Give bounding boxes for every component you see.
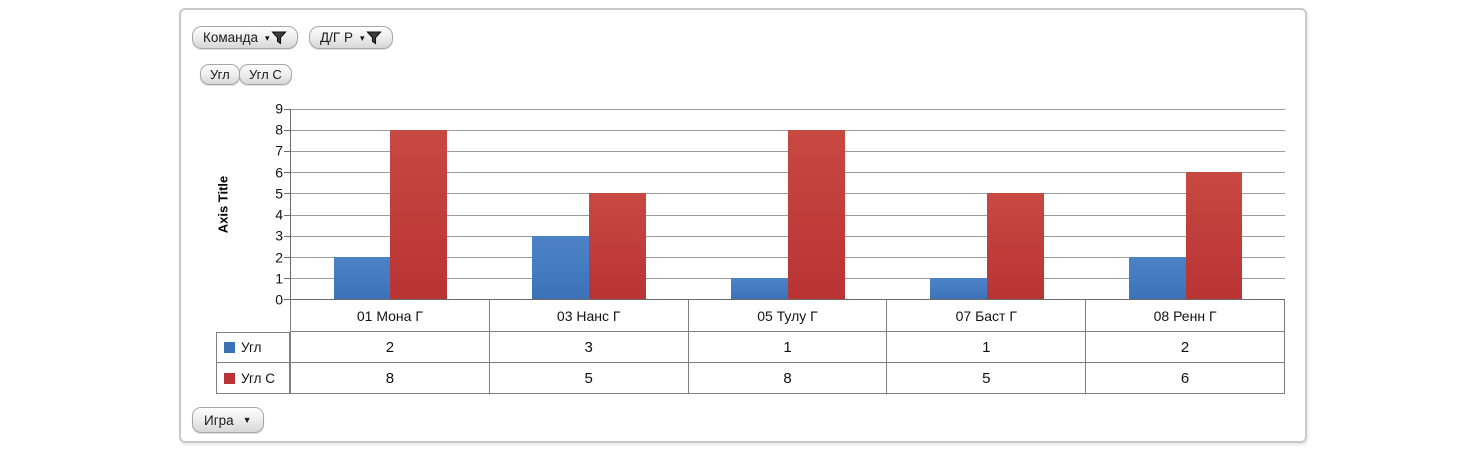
filter-dropdown-arrow-icon: ▾ (359, 32, 365, 43)
bar-Угл[interactable] (731, 277, 788, 299)
y-axis-title-wrap: Axis Title (213, 109, 233, 300)
bar-group (1086, 109, 1285, 299)
y-axis-tick (284, 256, 290, 258)
value-cell: 2 (1086, 332, 1285, 362)
bar-Угл С[interactable] (986, 193, 1044, 299)
gridline (291, 109, 1285, 110)
y-tick-label: 0 (275, 291, 283, 308)
series-button-label: Угл (210, 67, 230, 82)
filter-button-dgr[interactable]: Д/Г Р ▾ (309, 26, 393, 49)
value-cell: 8 (291, 363, 490, 393)
category-cell: 05 Тулу Г (689, 300, 888, 331)
y-tick-label: 6 (275, 164, 283, 181)
legend-swatch (224, 342, 235, 353)
bar-Угл[interactable] (929, 277, 987, 299)
funnel-icon (365, 30, 382, 45)
y-axis-tick (284, 193, 290, 195)
bar-group (490, 109, 689, 299)
bar-group (291, 109, 490, 299)
y-axis-tick (284, 130, 290, 132)
value-cell: 5 (887, 363, 1087, 393)
filter-button-label: Команда (203, 30, 259, 45)
value-cell: 8 (689, 363, 888, 393)
bar-Угл[interactable] (532, 235, 590, 299)
bar-group (887, 109, 1086, 299)
filter-funnel-icon: ▾ (265, 30, 287, 45)
y-tick-label: 7 (275, 143, 283, 160)
bar-Угл[interactable] (1128, 256, 1186, 299)
y-tick-label: 8 (275, 121, 283, 138)
pivot-chart-panel: Команда ▾ Д/Г Р ▾ Угл Угл С Axis Title 0… (179, 8, 1307, 443)
y-axis-tick (284, 277, 290, 279)
y-axis-tick (284, 151, 290, 153)
y-axis-tick (284, 299, 290, 300)
series-button-ugl-c[interactable]: Угл С (239, 64, 292, 85)
value-cell: 1 (887, 332, 1087, 362)
axis-field-button-label: Игра (204, 412, 234, 428)
y-axis-tick (284, 235, 290, 237)
filter-dropdown-arrow-icon: ▾ (265, 32, 270, 43)
bar-Угл С[interactable] (787, 130, 845, 299)
y-tick-label: 3 (275, 228, 283, 245)
data-table-legend: Угл Угл С (216, 332, 290, 394)
series-button-ugl[interactable]: Угл (200, 64, 240, 85)
category-cell: 03 Нанс Г (490, 300, 689, 331)
legend-swatch (224, 372, 235, 384)
value-cell: 6 (1086, 363, 1285, 393)
legend-label: Угл С (241, 370, 275, 386)
value-cell: 2 (291, 332, 490, 362)
value-cell: 5 (490, 363, 689, 393)
filter-button-team[interactable]: Команда ▾ (192, 26, 298, 49)
y-axis-tick (284, 172, 290, 174)
series-button-label: Угл С (249, 67, 282, 82)
y-tick-label: 5 (275, 185, 283, 202)
category-cell: 01 Мона Г (291, 300, 490, 331)
category-cell: 07 Баст Г (887, 300, 1087, 331)
bar-group (689, 109, 888, 299)
legend-row: Угл С (216, 363, 290, 394)
y-axis-title: Axis Title (215, 175, 231, 234)
y-tick-label: 9 (275, 100, 283, 117)
value-cell: 1 (689, 332, 888, 362)
bar-groups (291, 109, 1285, 299)
filter-button-label: Д/Г Р (320, 30, 353, 45)
plot-area (284, 109, 1285, 300)
bar-Угл[interactable] (333, 256, 391, 299)
filter-funnel-icon: ▾ (359, 30, 382, 45)
bar-Угл С[interactable] (1185, 172, 1243, 299)
bar-Угл С[interactable] (589, 193, 647, 299)
category-cell: 08 Ренн Г (1086, 300, 1285, 331)
y-tick-label: 4 (275, 206, 283, 223)
y-axis-tick (284, 109, 290, 110)
legend-label: Угл (241, 340, 262, 355)
axis-field-button-igra[interactable]: Игра ▼ (192, 407, 264, 433)
bar-Угл С[interactable] (390, 130, 448, 299)
y-axis-labels: 0 1 2 3 4 5 6 7 8 9 (253, 101, 283, 308)
funnel-icon (270, 30, 287, 45)
y-axis-tick (284, 214, 290, 216)
data-table-category-row: 01 Мона Г 03 Нанс Г 05 Тулу Г 07 Баст Г 08 Р… (290, 300, 1285, 332)
y-tick-label: 1 (275, 270, 283, 287)
y-tick-label: 2 (275, 249, 283, 266)
dropdown-arrow-icon: ▼ (242, 415, 252, 425)
value-cell: 3 (490, 332, 689, 362)
legend-row: Угл (216, 332, 290, 363)
